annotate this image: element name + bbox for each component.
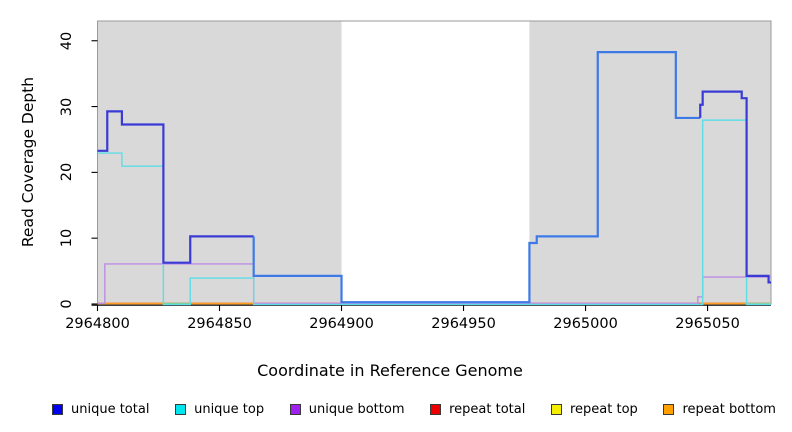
y-tick-label: 20 bbox=[59, 163, 75, 182]
legend-item: repeat bottom bbox=[663, 402, 776, 417]
legend-item: unique total bbox=[52, 402, 149, 417]
legend-label: repeat top bbox=[570, 401, 638, 417]
legend-swatch-icon bbox=[430, 403, 442, 415]
x-tick-label: 2964950 bbox=[431, 316, 496, 332]
series-unique-total bbox=[252, 51, 701, 304]
x-tick-label: 2964900 bbox=[309, 316, 374, 332]
legend-label: repeat bottom bbox=[682, 401, 776, 417]
series-unique-top bbox=[97, 119, 771, 306]
y-tick-label: 0 bbox=[59, 299, 75, 309]
y-tick-label: 40 bbox=[59, 31, 75, 50]
legend-label: unique total bbox=[71, 401, 150, 417]
legend-item: unique top bbox=[175, 402, 264, 417]
x-tick-label: 2965050 bbox=[675, 316, 740, 332]
legend-item: unique bottom bbox=[289, 401, 405, 417]
series-unique-total bbox=[699, 90, 771, 284]
legend-swatch-icon bbox=[289, 403, 301, 415]
legend-swatch-icon bbox=[52, 403, 63, 415]
x-tick-label: 2964850 bbox=[187, 316, 252, 332]
x-axis-title: Coordinate in Reference Genome bbox=[257, 361, 523, 380]
legend-item: repeat top bbox=[551, 402, 638, 417]
chart-legend: unique total unique top unique bottom repea… bbox=[52, 401, 776, 417]
x-tick-label: 2964800 bbox=[65, 316, 130, 332]
legend-label: unique top bbox=[194, 401, 265, 417]
y-axis-title: Read Coverage Depth bbox=[19, 76, 37, 248]
y-tick-label: 10 bbox=[59, 228, 75, 248]
legend-item: repeat total bbox=[430, 402, 525, 417]
legend-swatch-icon bbox=[175, 403, 187, 415]
legend-label: unique bottom bbox=[308, 401, 405, 417]
legend-swatch-icon bbox=[663, 403, 675, 415]
legend-swatch-icon bbox=[551, 403, 562, 415]
y-tick-label: 30 bbox=[59, 97, 75, 116]
x-tick-label: 2965000 bbox=[553, 316, 618, 332]
no-data-band bbox=[341, 21, 530, 304]
legend-label: repeat total bbox=[449, 401, 526, 417]
series-unique-total bbox=[97, 110, 254, 264]
